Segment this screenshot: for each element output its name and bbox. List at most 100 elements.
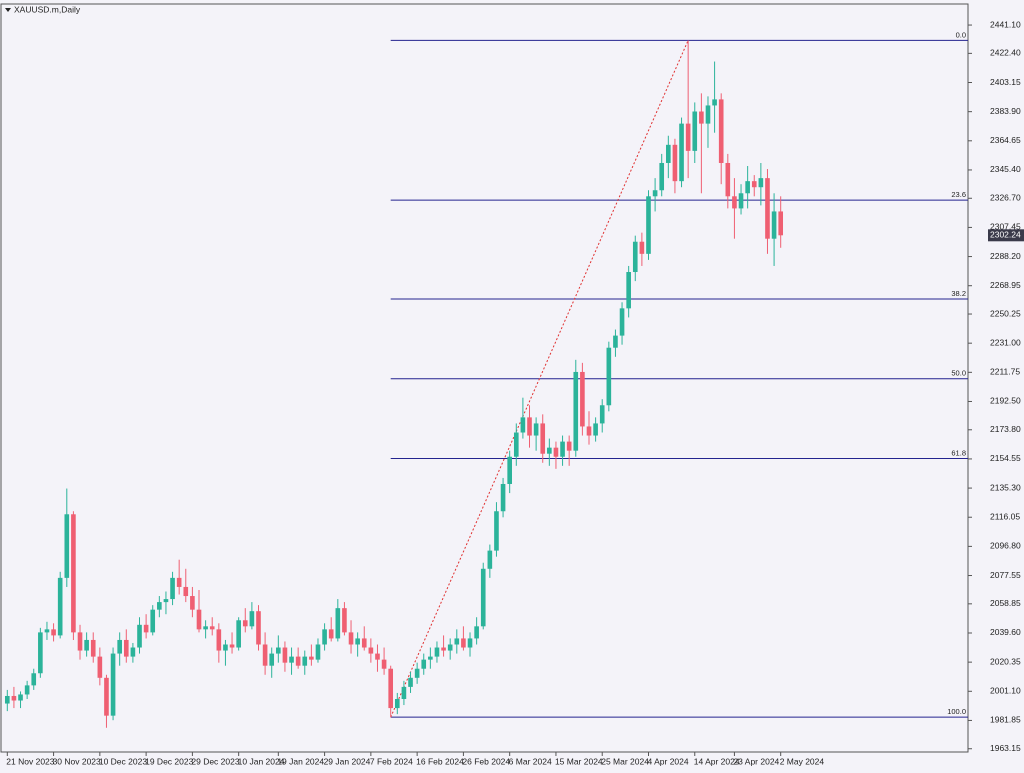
y-tick-label: 2345.40 [990,164,1021,174]
y-tick-label: 2192.50 [990,396,1021,406]
y-tick-label: 2441.10 [990,19,1021,29]
candle-body [520,417,526,433]
candle-body [705,105,711,124]
candle-body [143,624,149,633]
candle-body [672,144,678,182]
candle-body [183,586,189,597]
candle-body [24,685,30,695]
candle-body [778,211,784,236]
candle-body [361,638,367,648]
fib-trendline [390,40,689,718]
y-tick-label: 2383.90 [990,106,1021,116]
candle-body [738,193,744,209]
candle-body [566,441,572,451]
x-tick-label: 10 Dec 2023 [99,756,147,766]
candle-body [765,178,770,239]
candle-body [692,111,698,151]
fib-label: 100.0 [947,707,966,716]
candle-body [64,514,70,578]
candle-body [408,677,413,687]
candle-body [242,620,248,627]
x-tick-label: 14 Apr 2024 [694,756,740,766]
candle-body [613,335,618,348]
candle-body [170,577,175,600]
candle-body [547,447,552,454]
candle-body [507,456,512,484]
x-tick-label: 19 Jan 2024 [277,756,324,766]
candle-body [751,181,757,188]
y-tick-label: 2173.80 [990,424,1021,434]
candle-body [249,611,255,627]
y-tick-label: 2326.70 [990,193,1021,203]
y-tick-label: 2020.35 [990,656,1021,666]
candle-body [401,686,407,700]
candle-body [461,638,466,648]
candle-body [302,656,308,666]
candle-body [718,99,724,163]
candle-body [84,639,89,651]
candle-body [209,626,215,630]
candle-body [685,123,691,151]
y-tick-label: 2096.80 [990,541,1021,551]
candle-body [599,405,605,424]
candle-body [712,99,717,106]
candle-body [176,577,182,587]
candle-body [394,699,400,709]
candle-body [77,632,83,651]
y-tick-label: 2288.20 [990,251,1021,261]
candle-body [414,668,420,678]
candle-body [309,656,314,660]
candle-body [771,211,777,239]
fib-label: 0.0 [956,30,966,39]
candle-body [580,371,585,427]
candle-body [573,371,579,451]
candle-body [421,659,427,669]
y-tick-label: 2001.10 [990,686,1021,696]
x-tick-label: 26 Feb 2024 [462,756,510,766]
candle-body [619,308,625,336]
y-tick-label: 2250.25 [990,308,1021,318]
candle-body [123,639,129,657]
candle-body [51,629,56,636]
candle-body [725,162,731,197]
candle-body [355,638,360,645]
y-tick-label: 2039.60 [990,627,1021,637]
candle-body [454,638,460,645]
candle-body [104,677,109,716]
candle-body [295,656,301,666]
candle-body [513,432,519,457]
fib-label: 38.2 [951,289,966,298]
x-tick-label: 19 Dec 2023 [145,756,193,766]
y-tick-label: 2211.75 [990,367,1020,377]
candle-body [31,673,37,686]
candle-body [540,423,546,454]
candle-body [203,626,208,630]
candle-body [679,123,684,182]
candle-body [500,483,506,512]
fib-label: 50.0 [951,369,966,378]
x-tick-label: 25 Mar 2024 [601,756,649,766]
candle-body [652,190,658,197]
x-tick-label: 15 Mar 2024 [555,756,603,766]
x-tick-label: 6 Mar 2024 [509,756,552,766]
candle-body [480,568,486,627]
candle-body [487,550,493,569]
candle-body [428,656,433,660]
x-tick-label: 29 Jan 2024 [324,756,371,766]
y-tick-label: 1963.15 [990,743,1021,753]
candle-body [553,447,559,457]
price-tag-box [988,229,1024,242]
candle-body [130,647,136,657]
candle-body [190,596,195,610]
candle-body [632,241,638,273]
candle-body [110,653,116,716]
candle-body [44,629,50,633]
candle-body [223,644,228,651]
candle-body [150,609,156,633]
candle-body [38,632,43,674]
candle-body [11,695,17,701]
candle-body [262,644,268,666]
y-tick-label: 2231.00 [990,337,1021,347]
candle-body [758,178,764,188]
